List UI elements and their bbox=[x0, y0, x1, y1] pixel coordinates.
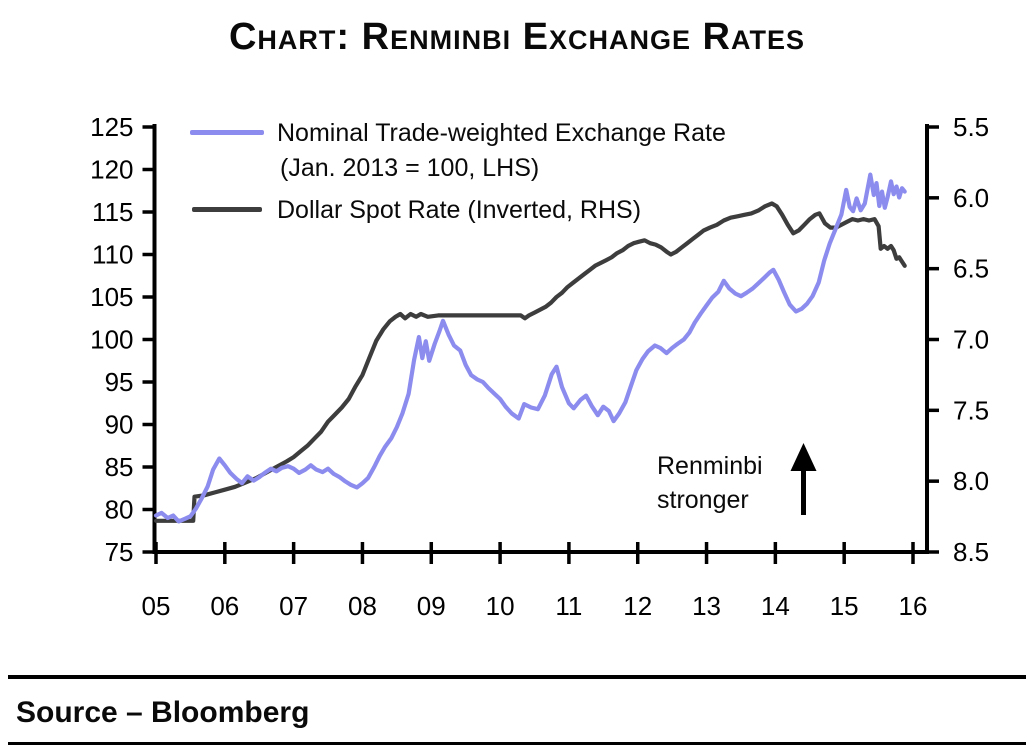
left-axis-tick-label: 95 bbox=[105, 367, 134, 397]
legend-sublabel-twi-line: (Jan. 2013 = 100, LHS) bbox=[280, 154, 540, 182]
annotation-line-2: stronger bbox=[657, 486, 749, 514]
left-axis-tick-label: 110 bbox=[92, 240, 133, 270]
left-axis-tick-label: 85 bbox=[105, 452, 134, 482]
right-axis-tick-label: 6.0 bbox=[953, 183, 989, 213]
x-axis-tick-label: 15 bbox=[830, 591, 859, 621]
x-axis-tick-label: 11 bbox=[555, 591, 582, 621]
legend-swatch-twi-line bbox=[190, 130, 264, 135]
left-axis-tick-label: 100 bbox=[90, 325, 133, 355]
left-axis-tick-label: 80 bbox=[105, 495, 134, 525]
legend-swatch-dollar-spot-line bbox=[192, 207, 262, 212]
legend-label-dollar-spot-line: Dollar Spot Rate (Inverted, RHS) bbox=[277, 196, 642, 224]
left-axis-tick-label: 115 bbox=[92, 197, 133, 227]
x-axis-tick-label: 06 bbox=[210, 591, 239, 621]
right-axis-tick-label: 6.5 bbox=[953, 254, 989, 284]
annotation-line-1: Renminbi bbox=[657, 452, 763, 480]
right-axis-tick-label: 7.5 bbox=[953, 395, 989, 425]
up-arrow-icon bbox=[790, 443, 817, 471]
right-axis-tick-label: 8.0 bbox=[953, 466, 989, 496]
right-axis-tick-label: 8.5 bbox=[953, 537, 989, 567]
x-axis-tick-label: 12 bbox=[623, 591, 652, 621]
left-axis-tick-label: 105 bbox=[90, 282, 133, 312]
trade-weighted-index-line bbox=[153, 172, 907, 524]
x-axis-tick-label: 09 bbox=[417, 591, 446, 621]
dollar-spot-rate-line bbox=[153, 201, 907, 523]
left-axis-tick-label: 75 bbox=[105, 537, 134, 567]
x-axis-tick-label: 13 bbox=[692, 591, 721, 621]
divider-bottom bbox=[8, 742, 1026, 745]
x-axis-tick-label: 10 bbox=[486, 591, 515, 621]
legend-label-twi-line: Nominal Trade-weighted Exchange Rate bbox=[277, 119, 726, 147]
left-axis-tick-label: 125 bbox=[90, 112, 133, 142]
divider-above-source bbox=[8, 675, 1026, 679]
left-axis-tick-label: 90 bbox=[105, 410, 134, 440]
right-axis-tick-label: 7.0 bbox=[953, 325, 989, 355]
x-axis-tick-label: 16 bbox=[899, 591, 928, 621]
source-label: Source – Bloomberg bbox=[16, 696, 310, 729]
x-axis-tick-label: 08 bbox=[348, 591, 377, 621]
x-axis-tick-label: 05 bbox=[142, 591, 171, 621]
right-axis-tick-label: 5.5 bbox=[953, 112, 989, 142]
chart-title: Chart: Renminbi Exchange Rates bbox=[228, 16, 805, 58]
x-axis-tick-label: 07 bbox=[279, 591, 308, 621]
x-axis-tick-label: 14 bbox=[761, 591, 790, 621]
annotation-renminbi-stronger: Renminbi stronger bbox=[657, 449, 763, 517]
left-axis-tick-label: 120 bbox=[90, 155, 133, 185]
